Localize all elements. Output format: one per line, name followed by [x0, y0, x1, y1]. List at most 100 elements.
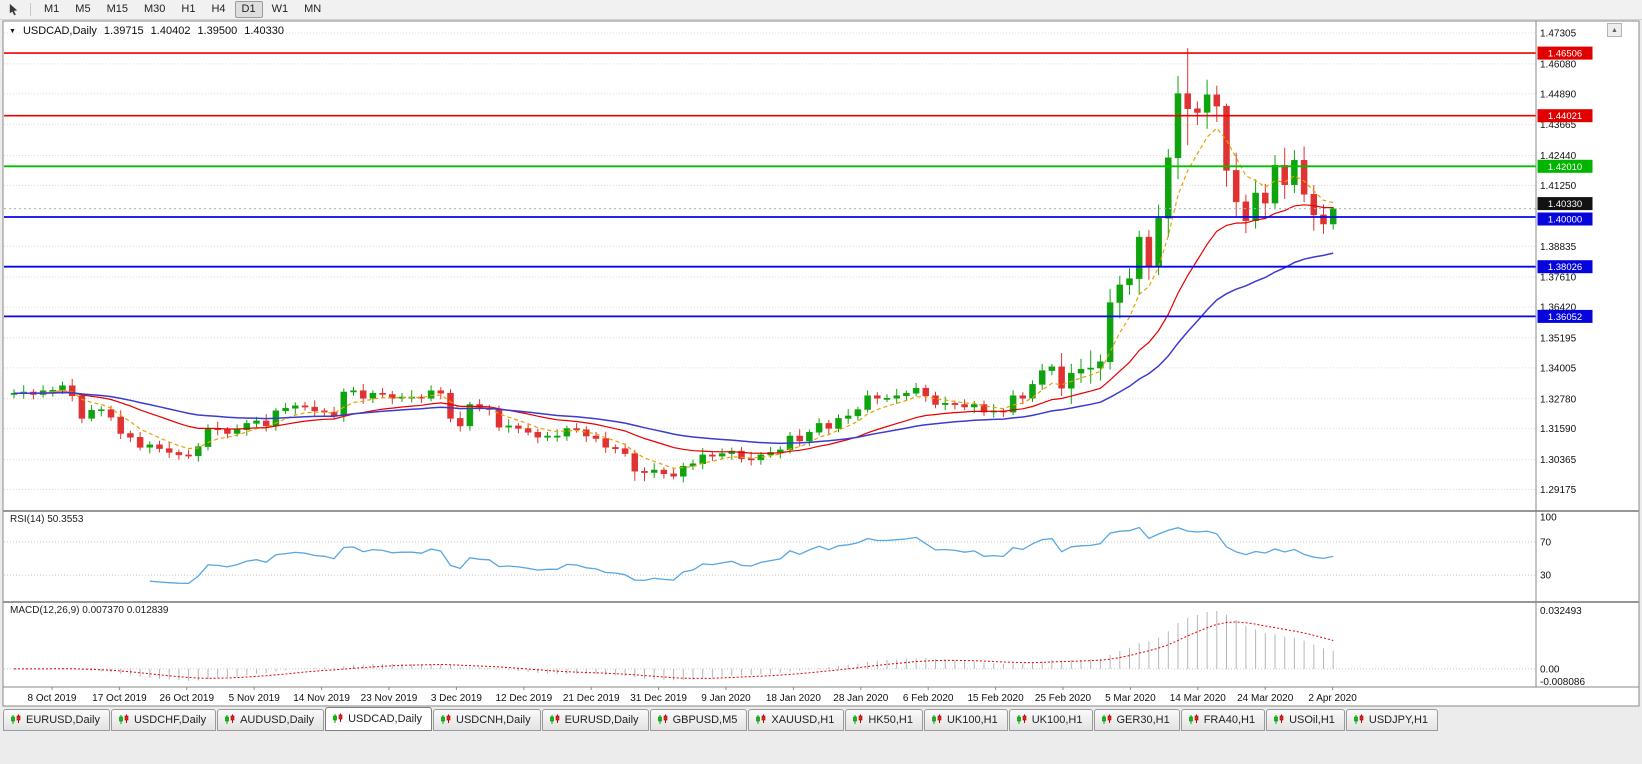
rsi-axis-label: 70 [1540, 537, 1552, 548]
date-axis-label: 26 Oct 2019 [160, 693, 215, 704]
rsi-axis-labels: 100 70 30 [1540, 513, 1557, 582]
chart-tab-eurusd-daily[interactable]: EURUSD,Daily [3, 709, 110, 731]
tab-label: USDCAD,Daily [348, 712, 423, 725]
tab-label: USDCHF,Daily [133, 713, 207, 726]
date-axis-labels[interactable]: 8 Oct 2019 17 Oct 2019 26 Oct 2019 5 Nov 20… [28, 687, 1358, 704]
timeframe-button-d1[interactable]: D1 [234, 1, 263, 18]
tab-label: GER30,H1 [1116, 713, 1170, 726]
chart-tab-xauusd-h1[interactable]: XAUUSD,H1 [748, 709, 845, 731]
price-axis-badges: 1.46506 1.44021 1.42010 1.40330 1.40000 1.380… [1537, 46, 1593, 323]
timeframe-button-m5[interactable]: M5 [75, 3, 91, 15]
price-badge [1537, 197, 1593, 211]
price-axis-label: 1.37610 [1540, 273, 1577, 284]
macd-axis-labels: 0.032493 0.00 -0.008086 [1540, 606, 1585, 688]
price-axis-label: 1.35195 [1540, 333, 1577, 344]
date-axis-label: 17 Oct 2019 [92, 693, 147, 704]
price-axis-label: 1.46080 [1540, 59, 1577, 70]
mini-chart-icon [1188, 714, 1199, 724]
date-axis-label: 18 Jan 2020 [766, 693, 821, 704]
chart-tab-uk100-h1[interactable]: UK100,H1 [923, 709, 1008, 731]
chart-background[interactable] [2, 20, 1640, 707]
chart-tab-usdcnh-daily[interactable]: USDCNH,Daily [433, 709, 541, 731]
chart-tab-usoil-h1[interactable]: USOil,H1 [1266, 709, 1345, 731]
mini-chart-icon [1354, 714, 1364, 724]
mini-chart-icon [441, 714, 451, 724]
date-axis-label: 5 Mar 2020 [1105, 693, 1156, 704]
chart-tab-usdjpy-h1[interactable]: USDJPY,H1 [1345, 709, 1439, 731]
price-axis-label: 1.41250 [1540, 181, 1577, 192]
timeframe-button-w1[interactable]: W1 [271, 3, 289, 15]
one-click-trading-toggle-icon[interactable]: ▼ [9, 27, 16, 35]
timeframe-button-h1[interactable]: H1 [181, 3, 196, 15]
price-badge [1537, 260, 1593, 274]
chart-tab-eurusd-daily[interactable]: EURUSD,Daily [541, 709, 649, 731]
price-badge [1537, 309, 1593, 323]
chart-tab-usdcad-daily[interactable]: USDCAD,Daily [325, 707, 433, 731]
ma-line-medium [13, 204, 1334, 454]
chart-tab-audusd-daily[interactable]: AUDUSD,Daily [217, 709, 325, 731]
timeframe-button-m1[interactable]: M1 [44, 3, 60, 15]
mini-chart-icon [333, 713, 343, 723]
timeframe-button-m30[interactable]: M30 [143, 3, 166, 15]
ma-line-slow [14, 252, 1334, 445]
price-axis-label: 1.47305 [1540, 29, 1577, 40]
price-axis-label: 1.38835 [1540, 242, 1577, 253]
rsi-axis-label: 30 [1540, 571, 1552, 582]
macd-signal-line [14, 621, 1334, 679]
price-badge-value: 1.38026 [1548, 262, 1582, 273]
cursor-tool-icon[interactable] [4, 2, 22, 18]
tab-label: AUDUSD,Daily [240, 713, 315, 726]
tab-label: EURUSD,Daily [564, 713, 639, 726]
scroll-up-button[interactable]: ▲ [1607, 23, 1622, 37]
price-axis-label: 1.32780 [1540, 394, 1577, 405]
date-axis-label: 14 Mar 2020 [1170, 693, 1227, 704]
chart-tab-gbpusd-m5[interactable]: GBPUSD,M5 [649, 709, 748, 731]
date-axis-label: 5 Nov 2019 [229, 693, 281, 704]
horizontal-lines-layer [4, 52, 1536, 318]
ohlc-open: 1.39715 [103, 25, 144, 37]
mini-chart-icon [11, 714, 21, 724]
ohlc-low: 1.39500 [197, 25, 238, 37]
rsi-axis-label: 100 [1540, 513, 1557, 524]
date-axis-label: 3 Dec 2019 [431, 693, 483, 704]
date-axis-label: 23 Nov 2019 [361, 693, 418, 704]
tab-label: HK50,H1 [868, 713, 913, 726]
macd-axis-label: 0.032493 [1540, 606, 1582, 617]
price-badge [1537, 212, 1593, 226]
timeframe-button-mn[interactable]: MN [304, 3, 322, 15]
price-badge [1537, 159, 1593, 173]
ohlc-high: 1.40402 [150, 25, 191, 37]
mini-chart-icon [1274, 714, 1284, 724]
price-axis-labels[interactable]: 1.47305 1.46080 1.44890 1.43665 1.42440 1.412… [1540, 29, 1577, 497]
tab-label: USDCNH,Daily [456, 713, 531, 726]
chart-tab-ger30-h1[interactable]: GER30,H1 [1093, 709, 1180, 731]
chart-tab-uk100-h1[interactable]: UK100,H1 [1008, 709, 1093, 731]
mini-chart-icon [1101, 714, 1111, 724]
timeframe-button-m15[interactable]: M15 [106, 3, 128, 15]
ma-line-fast [13, 127, 1334, 469]
mini-chart-icon [853, 714, 863, 724]
macd-axis-label: -0.008086 [1540, 677, 1585, 688]
tab-label: XAUUSD,H1 [771, 713, 835, 726]
date-axis-label: 25 Feb 2020 [1035, 693, 1092, 704]
price-axis-label: 1.31590 [1540, 424, 1577, 435]
price-badge-value: 1.44021 [1548, 111, 1582, 122]
tab-label: GBPUSD,M5 [672, 713, 738, 726]
timeframe-button-h4[interactable]: H4 [211, 3, 226, 15]
chart-tab-hk50-h1[interactable]: HK50,H1 [845, 709, 923, 731]
date-axis-label: 28 Jan 2020 [833, 693, 888, 704]
top-toolbar: M1 M5 M15 M30 H1 H4 D1 W1 MN [0, 0, 1642, 20]
rsi-indicator-label: RSI(14) 50.3553 [10, 514, 84, 525]
chart-tab-usdchf-daily[interactable]: USDCHF,Daily [110, 709, 217, 731]
mini-chart-icon [657, 714, 667, 724]
price-axis-label: 1.42440 [1540, 151, 1577, 162]
price-axis-label: 1.43665 [1540, 120, 1577, 131]
timeframe-toolbar: M1 M5 M15 M30 H1 H4 D1 W1 MN [36, 1, 329, 18]
date-axis-label: 6 Feb 2020 [903, 693, 954, 704]
price-axis-label: 1.44890 [1540, 89, 1577, 100]
price-badge [1537, 109, 1593, 123]
chart-tab-fra40-h1[interactable]: FRA40,H1 [1180, 709, 1266, 731]
macd-axis-label: 0.00 [1540, 664, 1560, 675]
macd-histogram [23, 611, 1334, 681]
